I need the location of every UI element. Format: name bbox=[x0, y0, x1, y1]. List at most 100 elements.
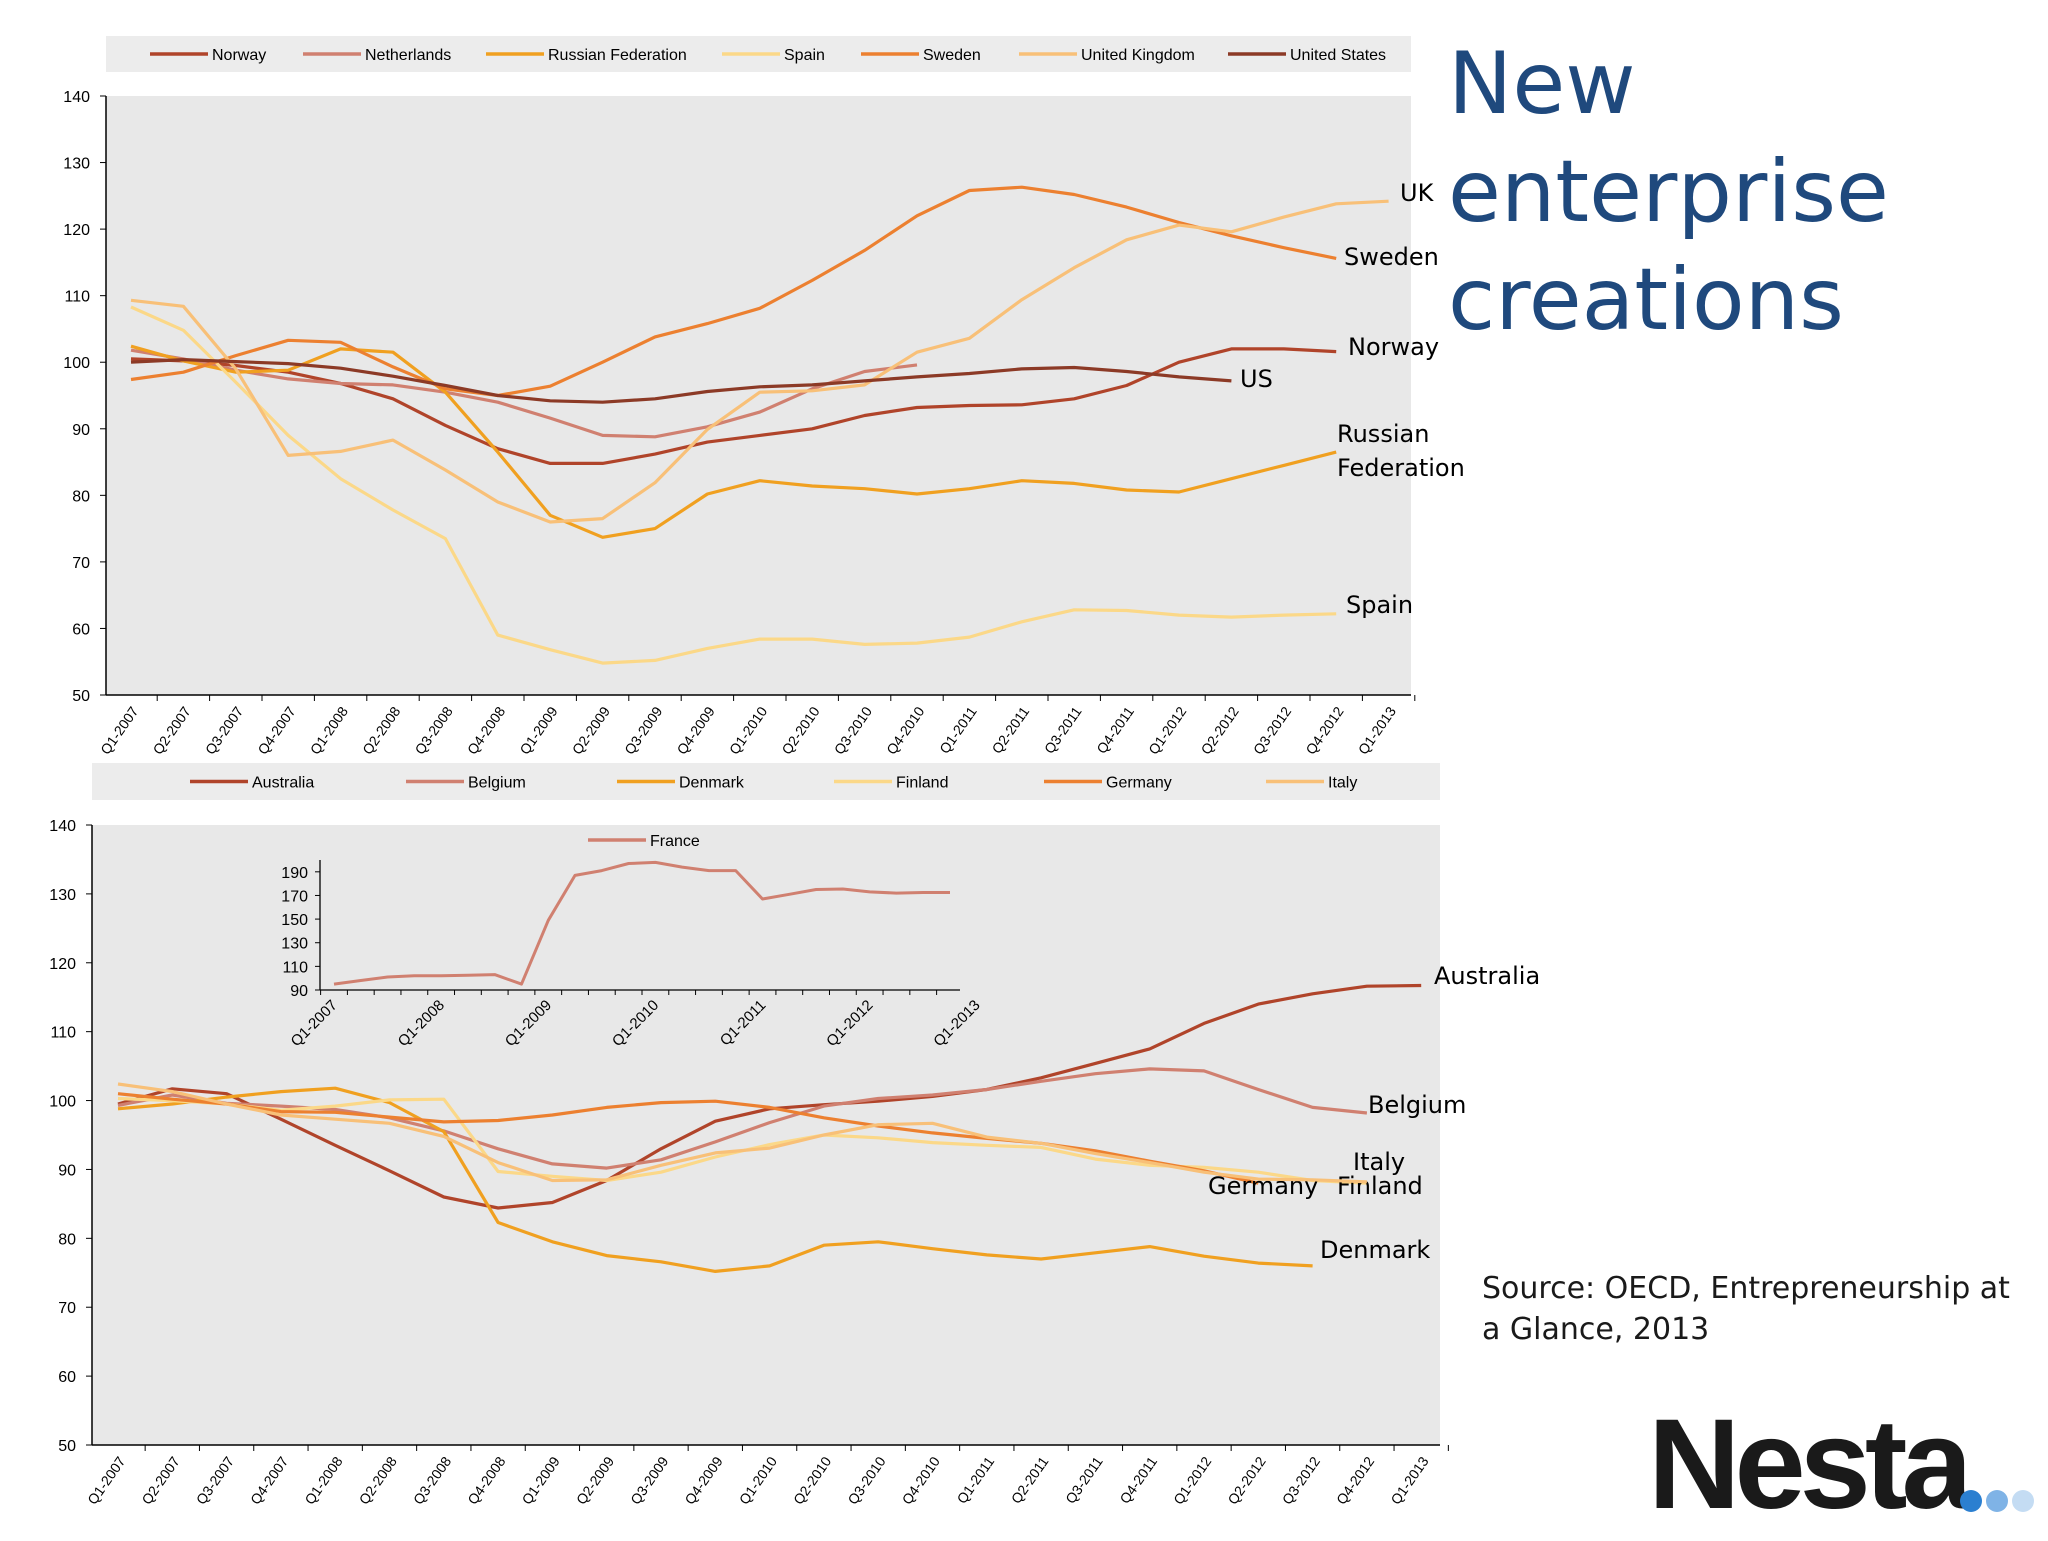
series-line-sweden bbox=[130, 185, 1337, 398]
y-tick-label: 110 bbox=[64, 289, 90, 306]
y-tick-label: 50 bbox=[58, 1438, 76, 1455]
inset-y-tick-label: 110 bbox=[282, 959, 308, 976]
x-tick-label: Q4-2010 bbox=[899, 1453, 943, 1507]
inset-y-tick-label: 170 bbox=[281, 888, 308, 905]
x-tick-label: Q1-2011 bbox=[936, 703, 980, 756]
y-tick-label: 60 bbox=[72, 621, 90, 638]
plot-area bbox=[106, 96, 1411, 695]
x-tick-label: Q3-2007 bbox=[202, 703, 246, 757]
x-tick-label: Q2-2007 bbox=[138, 1453, 182, 1507]
x-tick-label: Q4-2011 bbox=[1116, 1453, 1160, 1506]
x-tick-label: Q1-2010 bbox=[726, 703, 770, 757]
x-tick-label: Q2-2008 bbox=[359, 703, 403, 757]
series-end-label: UK bbox=[1400, 179, 1435, 207]
legend-label: Finland bbox=[896, 775, 948, 792]
y-tick-label: 120 bbox=[49, 956, 76, 973]
legend-box bbox=[92, 763, 1440, 800]
x-tick-label: Q1-2012 bbox=[1170, 1453, 1214, 1507]
x-tick-label: Q1-2007 bbox=[84, 1453, 128, 1507]
series-line-spain bbox=[130, 305, 1337, 665]
inset-y-tick-label: 90 bbox=[290, 983, 308, 1000]
x-tick-label: Q3-2010 bbox=[844, 1453, 888, 1507]
legend-label: United Kingdom bbox=[1081, 47, 1195, 64]
legend-label: Belgium bbox=[468, 775, 526, 792]
x-tick-label: Q2-2008 bbox=[356, 1453, 400, 1507]
x-tick-label: Q3-2009 bbox=[621, 703, 665, 757]
legend-label: Australia bbox=[252, 775, 314, 792]
legend-label: Germany bbox=[1106, 775, 1172, 792]
y-tick-label: 90 bbox=[72, 422, 90, 439]
series-end-label: Australia bbox=[1434, 962, 1540, 990]
x-tick-label: Q2-2007 bbox=[150, 703, 194, 757]
x-tick-label: Q3-2012 bbox=[1279, 1453, 1323, 1507]
x-tick-label: Q2-2012 bbox=[1224, 1453, 1268, 1507]
slide-title: New enterprise creations bbox=[1448, 34, 1889, 350]
y-tick-label: 130 bbox=[63, 156, 90, 173]
y-tick-label: 110 bbox=[50, 1025, 76, 1042]
x-tick-label: Q1-2008 bbox=[307, 703, 351, 757]
series-line-united-states bbox=[130, 358, 1232, 404]
series-line-belgium bbox=[117, 1067, 1368, 1170]
series-end-label: Spain bbox=[1346, 591, 1413, 619]
series-end-label: Denmark bbox=[1320, 1236, 1430, 1264]
series-end-label: Sweden bbox=[1344, 243, 1439, 271]
series-end-label: Belgium bbox=[1368, 1091, 1466, 1119]
y-tick-label: 80 bbox=[58, 1231, 76, 1248]
x-tick-label: Q1-2010 bbox=[736, 1453, 780, 1507]
series-end-label: Italy bbox=[1353, 1148, 1405, 1176]
series-end-label: Finland bbox=[1337, 1172, 1423, 1200]
y-tick-label: 140 bbox=[63, 89, 90, 106]
legend-label: Netherlands bbox=[365, 47, 451, 64]
x-tick-label: Q2-2011 bbox=[1008, 1453, 1052, 1506]
x-tick-label: Q2-2009 bbox=[569, 703, 613, 757]
series-line-russian-federation bbox=[130, 344, 1337, 539]
series-line-united-kingdom bbox=[130, 199, 1389, 524]
y-tick-label: 60 bbox=[58, 1369, 76, 1386]
x-tick-label: Q3-2008 bbox=[410, 1453, 454, 1507]
x-tick-label: Q4-2009 bbox=[681, 1453, 725, 1507]
x-tick-label: Q3-2009 bbox=[627, 1453, 671, 1507]
legend-label: Norway bbox=[212, 47, 266, 64]
series-line-netherlands bbox=[130, 348, 918, 439]
x-tick-label: Q4-2009 bbox=[674, 703, 718, 757]
x-tick-label: Q3-2011 bbox=[1062, 1453, 1106, 1506]
x-tick-label: Q2-2010 bbox=[778, 703, 822, 757]
y-tick-label: 130 bbox=[49, 887, 76, 904]
x-tick-label: Q1-2009 bbox=[516, 703, 560, 757]
inset-y-tick-label: 130 bbox=[281, 936, 308, 953]
x-tick-label: Q4-2012 bbox=[1302, 703, 1346, 757]
series-end-label: US bbox=[1240, 365, 1273, 393]
x-tick-label: Q4-2007 bbox=[247, 1453, 291, 1507]
y-tick-label: 140 bbox=[49, 818, 76, 835]
y-tick-label: 120 bbox=[63, 222, 90, 239]
x-tick-label: Q4-2010 bbox=[883, 703, 927, 757]
x-tick-label: Q3-2012 bbox=[1250, 703, 1294, 757]
x-tick-label: Q2-2012 bbox=[1198, 703, 1242, 757]
x-tick-label: Q2-2010 bbox=[790, 1453, 834, 1507]
y-tick-label: 90 bbox=[58, 1162, 76, 1179]
legend-label: Spain bbox=[784, 47, 825, 64]
series-line-denmark bbox=[117, 1086, 1313, 1273]
logo-dots-icon bbox=[1960, 1490, 2038, 1517]
series-end-label: Germany bbox=[1208, 1172, 1318, 1200]
y-tick-label: 70 bbox=[72, 555, 90, 572]
series-end-label: Russian Federation bbox=[1337, 420, 1465, 482]
x-tick-label: Q4-2008 bbox=[464, 1453, 508, 1507]
y-tick-label: 80 bbox=[72, 488, 90, 505]
x-tick-label: Q1-2007 bbox=[97, 703, 141, 757]
legend-label: Russian Federation bbox=[548, 47, 687, 64]
x-tick-label: Q1-2011 bbox=[953, 1453, 997, 1506]
series-end-label: Norway bbox=[1348, 333, 1439, 361]
legend-label: Italy bbox=[1328, 775, 1357, 792]
x-tick-label: Q2-2011 bbox=[988, 703, 1032, 756]
x-tick-label: Q3-2010 bbox=[831, 703, 875, 757]
x-tick-label: Q4-2011 bbox=[1093, 703, 1137, 756]
x-tick-label: Q4-2007 bbox=[254, 703, 298, 757]
inset-y-tick-label: 190 bbox=[281, 865, 308, 882]
x-tick-label: Q1-2013 bbox=[1387, 1453, 1431, 1507]
legend-label: United States bbox=[1290, 47, 1386, 64]
x-tick-label: Q4-2008 bbox=[464, 703, 508, 757]
